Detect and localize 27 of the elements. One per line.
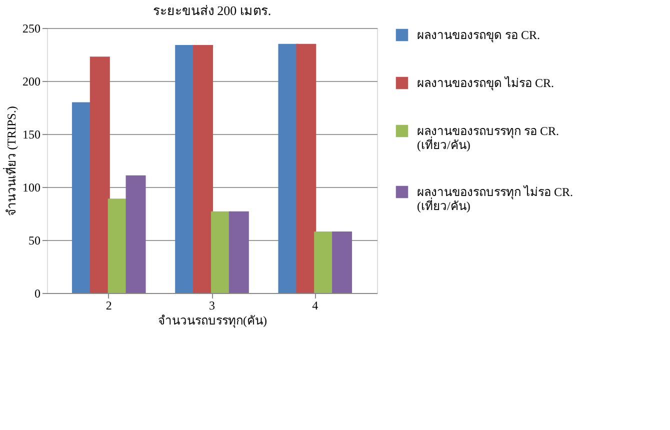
y-tick-label: 0	[34, 286, 40, 300]
bar	[175, 44, 196, 293]
bar	[210, 211, 231, 293]
bar	[193, 44, 214, 293]
y-tick-label: 50	[28, 234, 40, 248]
chart-title: ระยะขนส่ง 200 เมตร.	[152, 3, 272, 18]
bar	[108, 198, 128, 293]
bar	[90, 56, 110, 293]
legend-label: ผลงานของรถบรรทุก รอ CR. (เที่ยว/คัน)	[417, 124, 560, 152]
legend-label: ผลงานของรถขุด รอ CR.	[417, 28, 540, 43]
bar	[72, 102, 92, 293]
x-tick-label: 3	[209, 298, 215, 312]
legend-label: ผลงานของรถขุด ไม่รอ CR.	[417, 76, 554, 91]
y-axis-title: จำนวนเที่ยว (TRIPS.)	[2, 106, 18, 216]
x-tick-label: 2	[106, 298, 112, 312]
x-axis-title: จำนวนรถบรรทุก(คัน)	[158, 314, 267, 328]
bar	[278, 44, 298, 293]
y-tick-label: 250	[22, 22, 40, 36]
bar	[332, 232, 352, 293]
legend-label: ผลงานของรถบรรทุก ไม่รอ CR. (เที่ยว/คัน)	[417, 185, 574, 213]
bar	[126, 175, 146, 293]
y-tick-label: 100	[22, 180, 40, 194]
bar	[228, 211, 249, 293]
y-tick-label: 150	[22, 128, 40, 142]
x-tick-label: 4	[312, 298, 318, 312]
bar	[296, 44, 316, 293]
y-tick-label: 200	[22, 74, 40, 88]
